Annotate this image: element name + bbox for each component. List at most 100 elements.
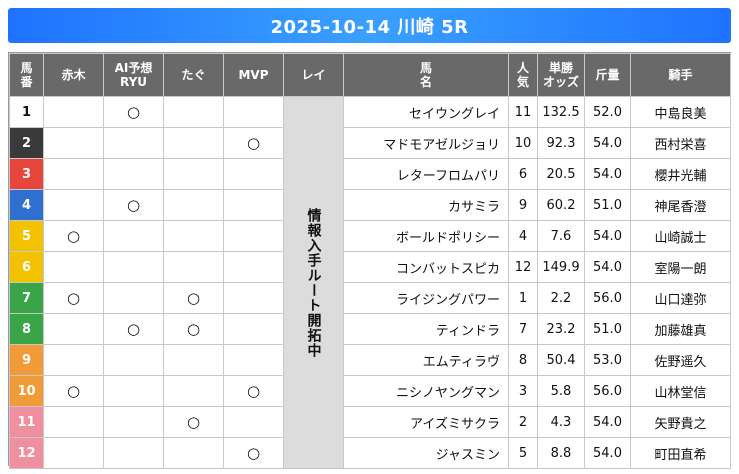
horse-number: 6	[9, 251, 44, 283]
header-akagi: 赤木	[43, 53, 104, 97]
rei-status: 情報入手ルート開拓中	[283, 96, 344, 469]
popularity: 2	[508, 406, 538, 438]
jockey-name: 神尾香澄	[630, 189, 731, 221]
jockey-name: 櫻井光輔	[630, 158, 731, 190]
tagu-mark	[163, 344, 224, 376]
akagi-mark: ○	[43, 282, 104, 314]
popularity: 11	[508, 96, 538, 128]
horse-name: ボールドポリシー	[343, 220, 509, 252]
horse-name: アイズミサクラ	[343, 406, 509, 438]
jockey-name: 室陽一朗	[630, 251, 731, 283]
horse-number: 10	[9, 375, 44, 407]
header-mvp: MVP	[223, 53, 284, 97]
akagi-mark	[43, 158, 104, 190]
jockey-name: 西村栄喜	[630, 127, 731, 159]
horse-name: カサミラ	[343, 189, 509, 221]
horse-number: 5	[9, 220, 44, 252]
header-horse-name: 馬 名	[343, 53, 509, 97]
table-row: 7 ○ ○ ライジングパワー 1 2.2 56.0 山口達弥	[9, 282, 731, 314]
tagu-mark	[163, 251, 224, 283]
akagi-mark	[43, 344, 104, 376]
horse-number: 8	[9, 313, 44, 345]
horse-name: コンバットスピカ	[343, 251, 509, 283]
mvp-mark	[223, 406, 284, 438]
weight-carried: 54.0	[584, 158, 631, 190]
ai-mark: ○	[103, 96, 164, 128]
ai-mark	[103, 437, 164, 469]
header-ai-line1: AI予想	[114, 60, 153, 75]
mvp-mark	[223, 344, 284, 376]
tagu-mark	[163, 96, 224, 128]
popularity: 1	[508, 282, 538, 314]
table-row: 5 ○ ボールドポリシー 4 7.6 54.0 山崎誠士	[9, 220, 731, 252]
weight-carried: 52.0	[584, 96, 631, 128]
tagu-mark	[163, 220, 224, 252]
jockey-name: 矢野貴之	[630, 406, 731, 438]
tagu-mark	[163, 437, 224, 469]
header-rei: レイ	[283, 53, 344, 97]
tagu-mark	[163, 127, 224, 159]
popularity: 10	[508, 127, 538, 159]
header-umaban-line1: 馬	[20, 60, 33, 75]
akagi-mark	[43, 437, 104, 469]
header-row: 馬 番 赤木 AI予想 RYU たぐ MVP レイ 馬 名 人 気	[9, 53, 731, 97]
jockey-name: 町田直希	[630, 437, 731, 469]
tagu-mark	[163, 189, 224, 221]
horse-number: 11	[9, 406, 44, 438]
win-odds: 132.5	[537, 96, 585, 128]
mvp-mark	[223, 282, 284, 314]
akagi-mark	[43, 127, 104, 159]
horse-name: エムティラヴ	[343, 344, 509, 376]
tagu-mark: ○	[163, 282, 224, 314]
race-title-bar: 2025-10-14 川崎 5R	[8, 8, 731, 43]
race-title: 2025-10-14 川崎 5R	[270, 16, 469, 38]
mvp-mark: ○	[223, 375, 284, 407]
header-ai: AI予想 RYU	[103, 53, 164, 97]
weight-carried: 54.0	[584, 406, 631, 438]
weight-carried: 51.0	[584, 313, 631, 345]
table-row: 11 ○ アイズミサクラ 2 4.3 54.0 矢野貴之	[9, 406, 731, 438]
mvp-mark	[223, 251, 284, 283]
weight-carried: 54.0	[584, 437, 631, 469]
mvp-mark: ○	[223, 437, 284, 469]
horse-number: 1	[9, 96, 44, 128]
tagu-mark	[163, 375, 224, 407]
weight-carried: 54.0	[584, 220, 631, 252]
horse-name: マドモアゼルジョリ	[343, 127, 509, 159]
horse-number: 7	[9, 282, 44, 314]
win-odds: 4.3	[537, 406, 585, 438]
table-row: 3 レターフロムパリ 6 20.5 54.0 櫻井光輔	[9, 158, 731, 190]
ai-mark	[103, 127, 164, 159]
win-odds: 149.9	[537, 251, 585, 283]
table-row: 2 ○ マドモアゼルジョリ 10 92.3 54.0 西村栄喜	[9, 127, 731, 159]
win-odds: 2.2	[537, 282, 585, 314]
popularity: 5	[508, 437, 538, 469]
tagu-mark: ○	[163, 406, 224, 438]
horse-name: レターフロムパリ	[343, 158, 509, 190]
akagi-mark	[43, 96, 104, 128]
jockey-name: 山崎誠士	[630, 220, 731, 252]
table-row: 10 ○ ○ ニシノヤングマン 3 5.8 56.0 山林堂信	[9, 375, 731, 407]
win-odds: 23.2	[537, 313, 585, 345]
jockey-name: 山林堂信	[630, 375, 731, 407]
weight-carried: 56.0	[584, 282, 631, 314]
win-odds: 92.3	[537, 127, 585, 159]
ai-mark	[103, 220, 164, 252]
table-row: 6 コンバットスピカ 12 149.9 54.0 室陽一朗	[9, 251, 731, 283]
akagi-mark	[43, 189, 104, 221]
horse-number: 2	[9, 127, 44, 159]
mvp-mark: ○	[223, 127, 284, 159]
header-umaban: 馬 番	[9, 53, 44, 97]
weight-carried: 51.0	[584, 189, 631, 221]
horse-name: ジャスミン	[343, 437, 509, 469]
win-odds: 8.8	[537, 437, 585, 469]
weight-carried: 54.0	[584, 251, 631, 283]
popularity: 9	[508, 189, 538, 221]
popularity: 8	[508, 344, 538, 376]
akagi-mark	[43, 251, 104, 283]
table-row: 1 ○ 情報入手ルート開拓中 セイウングレイ 11 132.5 52.0 中島良美	[9, 96, 731, 469]
header-name-line1: 馬	[419, 60, 432, 75]
tagu-mark	[163, 158, 224, 190]
horse-number: 9	[9, 344, 44, 376]
weight-carried: 54.0	[584, 127, 631, 159]
